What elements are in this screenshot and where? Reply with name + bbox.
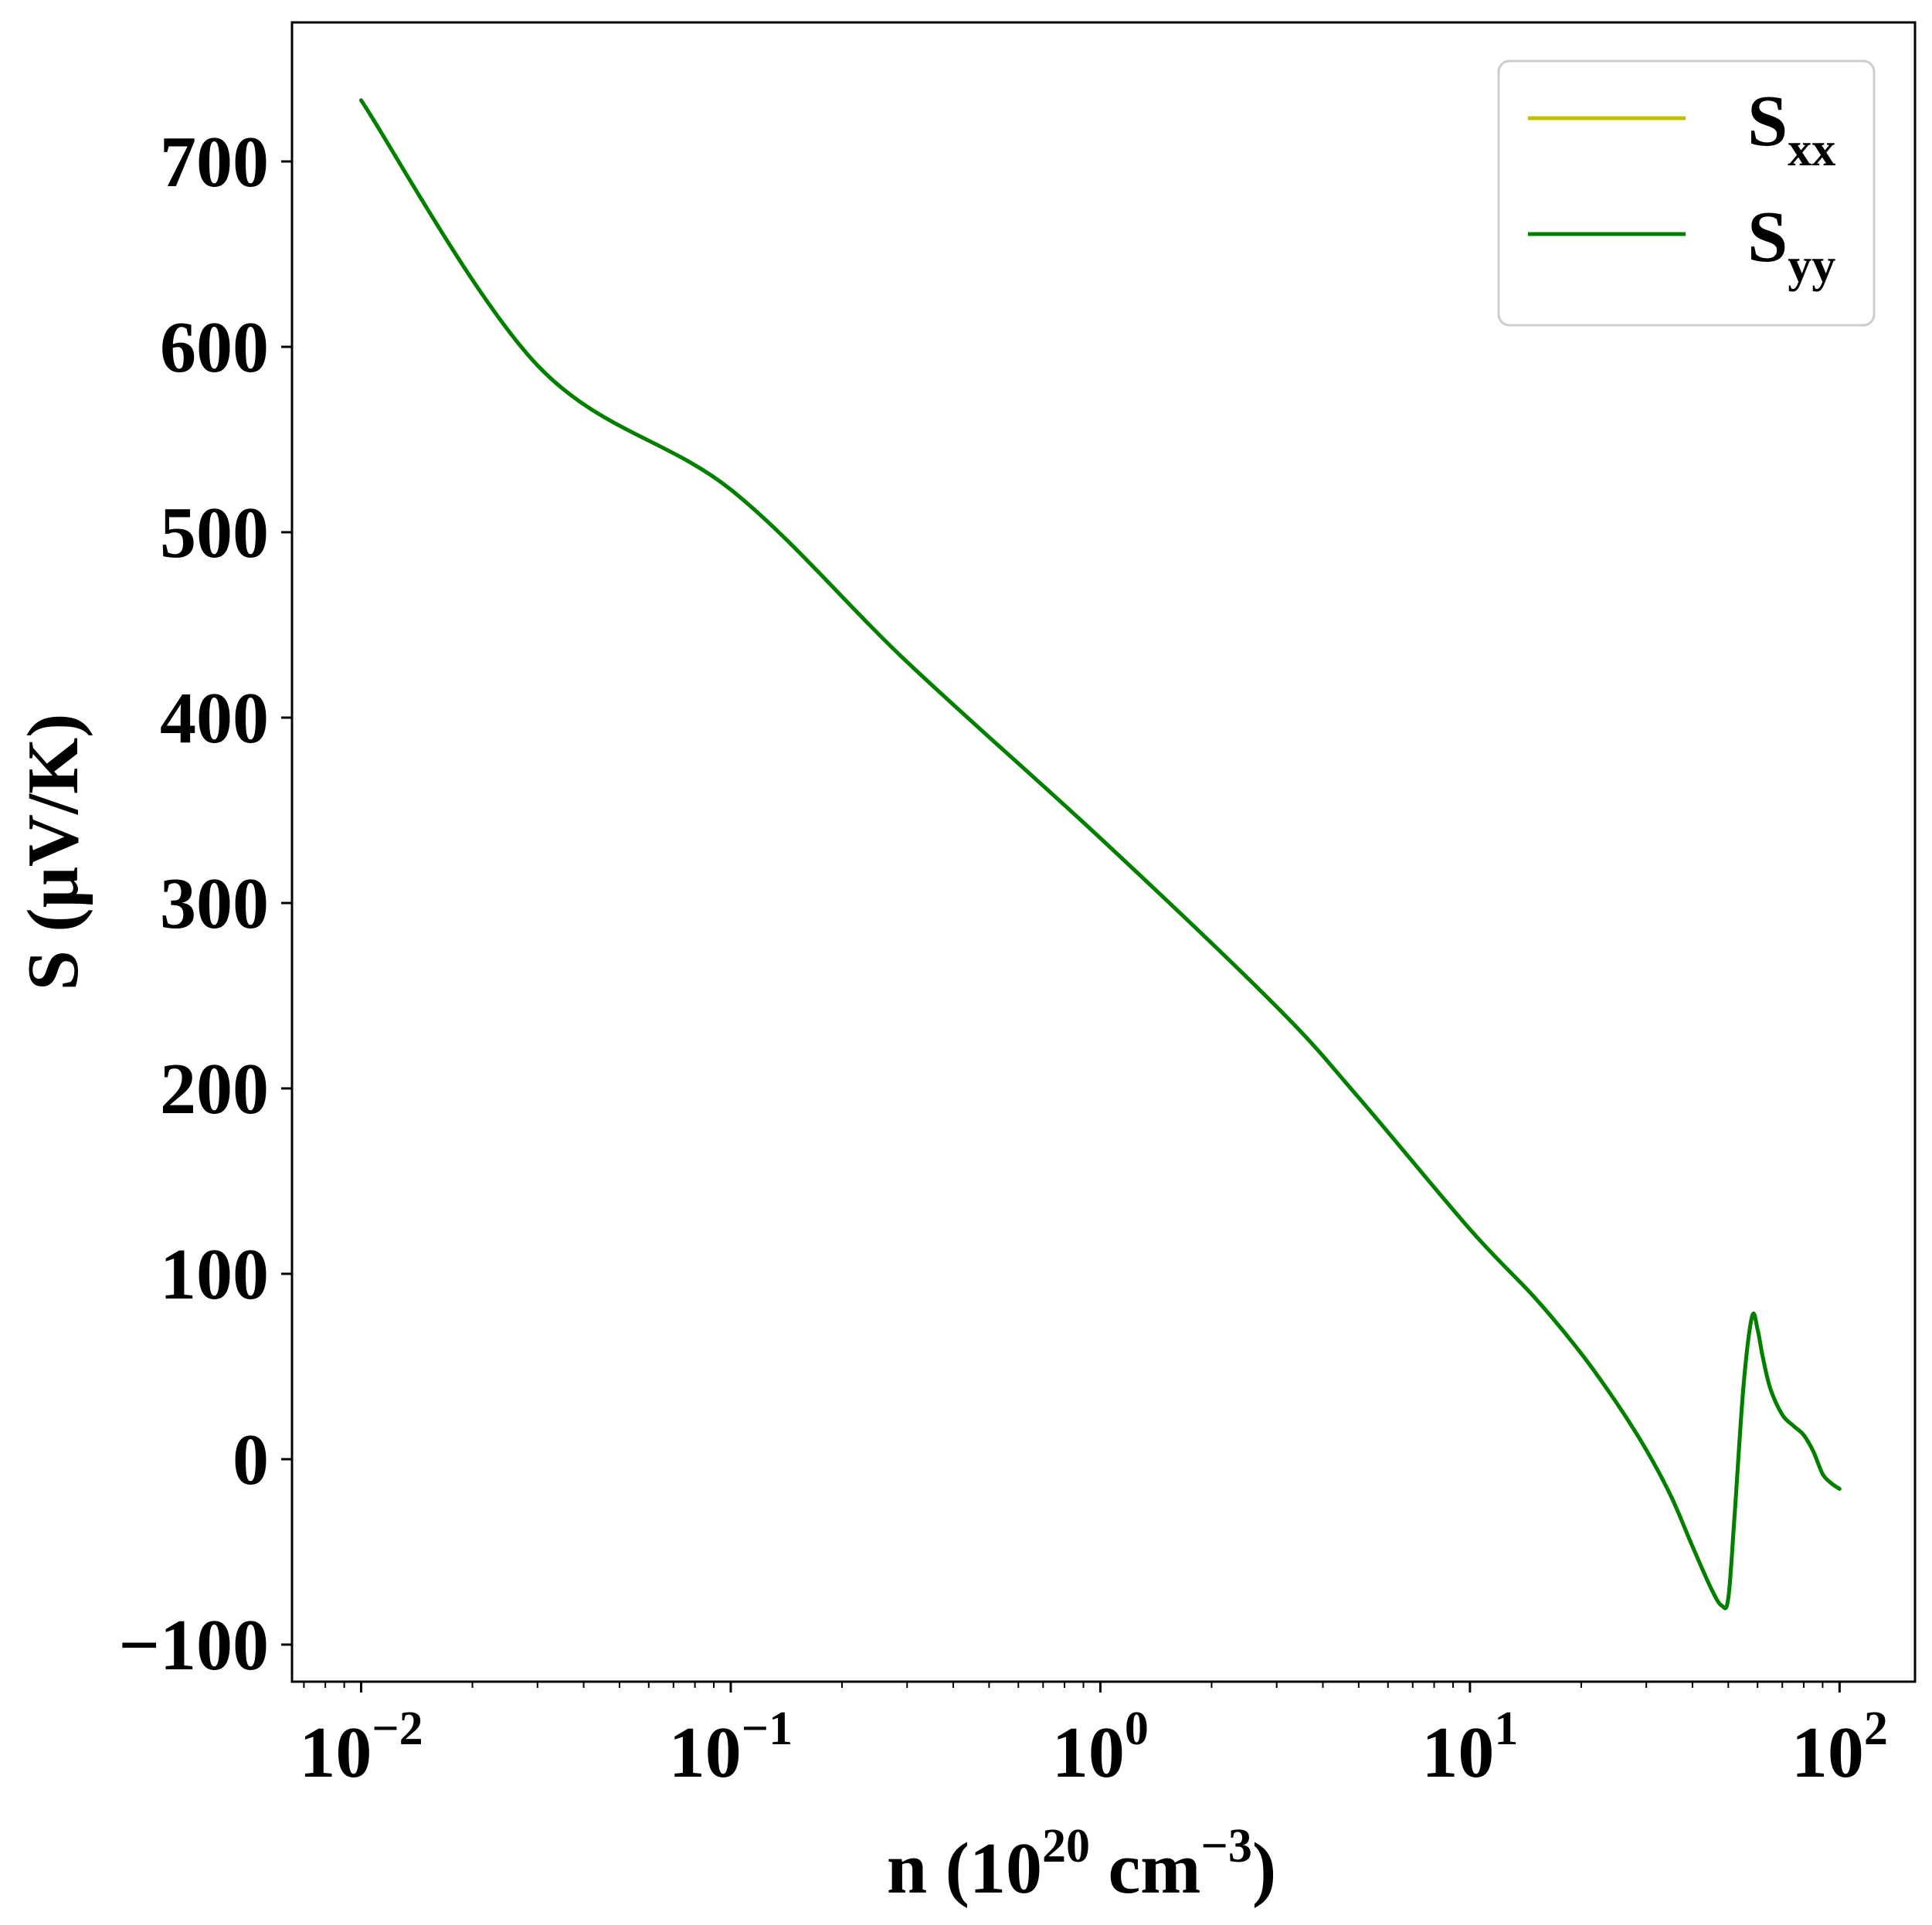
plot-frame bbox=[290, 21, 1917, 1683]
x-axis: 10−2 10−1 100 101 102 bbox=[299, 1682, 1888, 1793]
legend-label-syy: Syy bbox=[1747, 197, 1835, 292]
y-axis-label: S (μV/K) bbox=[13, 714, 93, 991]
y-tick-label: 600 bbox=[160, 307, 269, 388]
x-tick-label: 10−2 bbox=[299, 1703, 423, 1793]
x-tick-label: 101 bbox=[1421, 1703, 1518, 1793]
series-layer bbox=[359, 98, 1842, 1611]
y-axis: −100 0 100 200 300 400 500 600 700 bbox=[118, 122, 292, 1686]
legend-label-sxx: Sxx bbox=[1747, 81, 1835, 176]
x-tick-label: 102 bbox=[1791, 1703, 1888, 1793]
legend: Sxx Syy bbox=[1497, 59, 1876, 327]
y-tick-label: 100 bbox=[160, 1234, 269, 1315]
legend-box bbox=[1497, 59, 1876, 327]
series-line-syy bbox=[359, 98, 1842, 1611]
x-axis-label: n (1020 cm−3) bbox=[887, 1820, 1276, 1909]
x-tick-label: 10−1 bbox=[669, 1703, 793, 1793]
y-tick-label: 300 bbox=[160, 864, 269, 944]
y-tick-label: 700 bbox=[160, 122, 269, 202]
y-tick-label: −100 bbox=[118, 1605, 269, 1686]
x-tick-label: 100 bbox=[1052, 1703, 1149, 1793]
y-tick-label: 0 bbox=[233, 1420, 269, 1500]
y-tick-label: 500 bbox=[160, 493, 269, 573]
y-tick-label: 200 bbox=[160, 1049, 269, 1129]
y-tick-label: 400 bbox=[160, 678, 269, 759]
